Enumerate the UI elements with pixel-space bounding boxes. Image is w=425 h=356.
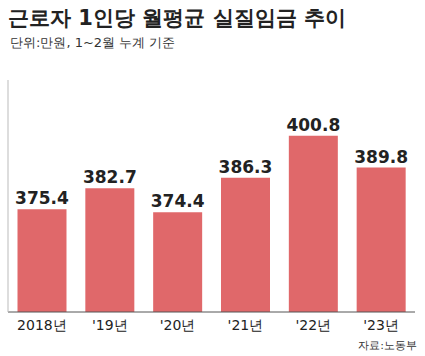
svg-text:'23년: '23년 bbox=[363, 317, 399, 333]
svg-text:'22년: '22년 bbox=[295, 317, 331, 333]
svg-text:400.8: 400.8 bbox=[286, 115, 340, 135]
svg-text:375.4: 375.4 bbox=[15, 188, 69, 208]
svg-text:'19년: '19년 bbox=[92, 317, 128, 333]
html-text:자료:노동부: 자료:노동부 bbox=[358, 339, 417, 352]
svg-text:389.8: 389.8 bbox=[354, 147, 408, 167]
svg-text:2018년: 2018년 bbox=[17, 317, 67, 333]
html-text:근로자 1인당 월평균 실질임금 추이: 근로자 1인당 월평균 실질임금 추이 bbox=[8, 6, 346, 30]
svg-text:382.7: 382.7 bbox=[83, 167, 137, 187]
svg-text:386.3: 386.3 bbox=[219, 157, 273, 177]
svg-text:'20년: '20년 bbox=[160, 317, 196, 333]
svg-text:'21년: '21년 bbox=[228, 317, 264, 333]
html-text:단위:만원, 1~2월 누계 기준: 단위:만원, 1~2월 누계 기준 bbox=[10, 35, 176, 50]
svg-text:374.4: 374.4 bbox=[151, 191, 205, 211]
